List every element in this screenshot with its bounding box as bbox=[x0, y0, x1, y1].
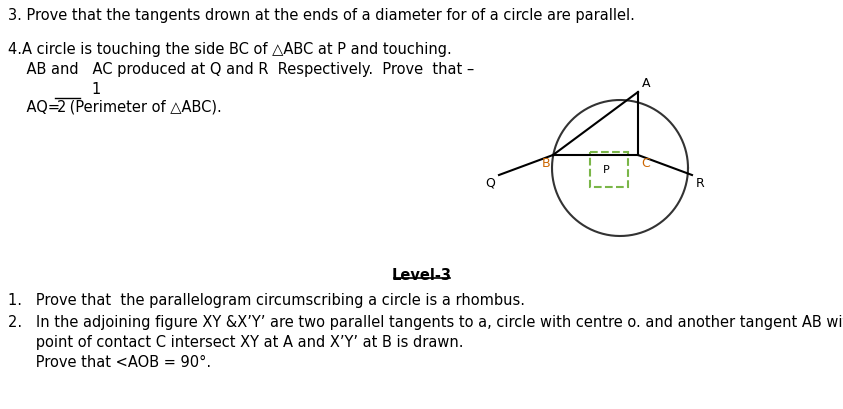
Text: Level-3: Level-3 bbox=[391, 268, 452, 283]
Text: A: A bbox=[642, 77, 651, 90]
Text: P: P bbox=[603, 165, 609, 175]
Text: (Perimeter of △ABC).: (Perimeter of △ABC). bbox=[65, 100, 222, 115]
Text: B: B bbox=[541, 157, 550, 170]
Text: 2: 2 bbox=[57, 100, 67, 115]
Text: 1: 1 bbox=[55, 82, 101, 97]
Text: 2.   In the adjoining figure XY &X’Y’ are two parallel tangents to a, circle wit: 2. In the adjoining figure XY &X’Y’ are … bbox=[8, 315, 843, 330]
Text: 3. Prove that the tangents drown at the ends of a diameter for of a circle are p: 3. Prove that the tangents drown at the … bbox=[8, 8, 635, 23]
Text: AB and   AC produced at Q and R  Respectively.  Prove  that –: AB and AC produced at Q and R Respective… bbox=[8, 62, 475, 77]
Text: point of contact C intersect XY at A and X’Y’ at B is drawn.: point of contact C intersect XY at A and… bbox=[8, 335, 464, 350]
Text: 1.   Prove that  the parallelogram circumscribing a circle is a rhombus.: 1. Prove that the parallelogram circumsc… bbox=[8, 293, 525, 308]
Bar bbox=[590, 152, 628, 187]
Text: Q: Q bbox=[485, 177, 495, 190]
Text: R: R bbox=[696, 177, 705, 190]
Text: Prove that <AOB = 90°.: Prove that <AOB = 90°. bbox=[8, 355, 211, 370]
Text: C: C bbox=[641, 157, 650, 170]
Text: AQ=: AQ= bbox=[8, 100, 60, 115]
Text: 4.A circle is touching the side BC of △ABC at P and touching.: 4.A circle is touching the side BC of △A… bbox=[8, 42, 452, 57]
